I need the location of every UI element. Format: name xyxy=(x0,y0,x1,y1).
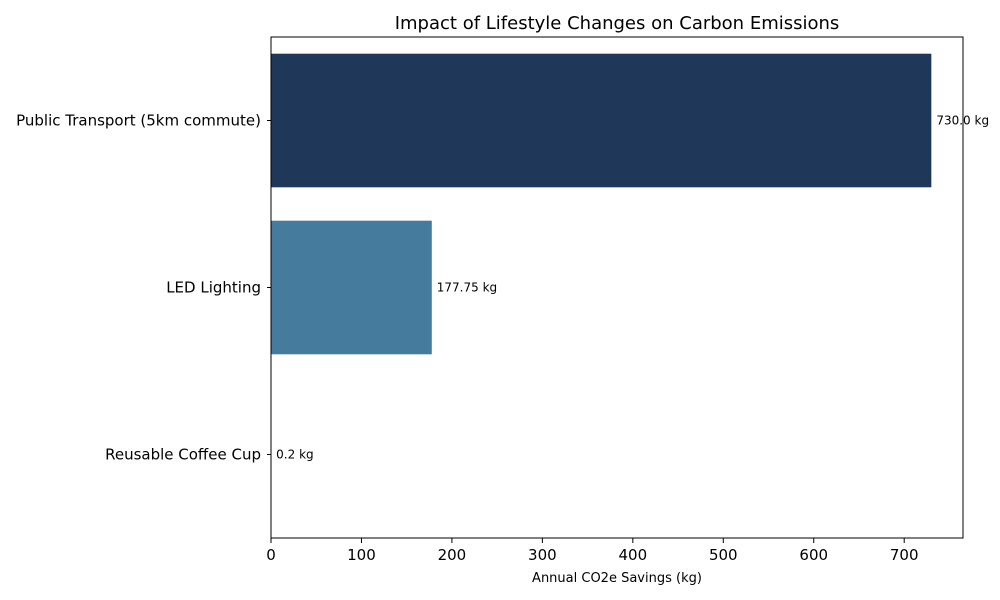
chart-title: Impact of Lifestyle Changes on Carbon Em… xyxy=(395,13,840,34)
y-tick-label-reusable-coffee-cup: Reusable Coffee Cup xyxy=(105,446,261,464)
x-tick-label: 200 xyxy=(438,546,467,564)
x-tick-label: 100 xyxy=(347,546,376,564)
x-axis-label: Annual CO2e Savings (kg) xyxy=(532,571,702,586)
y-axis: Public Transport (5km commute) LED Lighti… xyxy=(16,112,271,464)
x-tick-label: 400 xyxy=(619,546,648,564)
x-tick-label: 600 xyxy=(799,546,828,564)
y-tick-label-public-transport-5km-commute: Public Transport (5km commute) xyxy=(16,112,261,130)
x-tick-label: 300 xyxy=(528,546,557,564)
bar-public-transport-5km-commute xyxy=(271,53,932,188)
data-label-led-lighting: 177.75 kg xyxy=(437,281,497,295)
data-label-reusable-coffee-cup: 0.2 kg xyxy=(276,448,313,462)
y-tick-label-led-lighting: LED Lighting xyxy=(166,279,261,297)
bar-led-lighting xyxy=(271,220,432,355)
x-axis: 0 100 200 300 400 500 600 700 xyxy=(266,538,919,564)
plot-frame xyxy=(270,36,964,539)
x-tick-label: 500 xyxy=(709,546,738,564)
x-tick-label: 0 xyxy=(266,546,276,564)
x-tick-label: 700 xyxy=(890,546,919,564)
